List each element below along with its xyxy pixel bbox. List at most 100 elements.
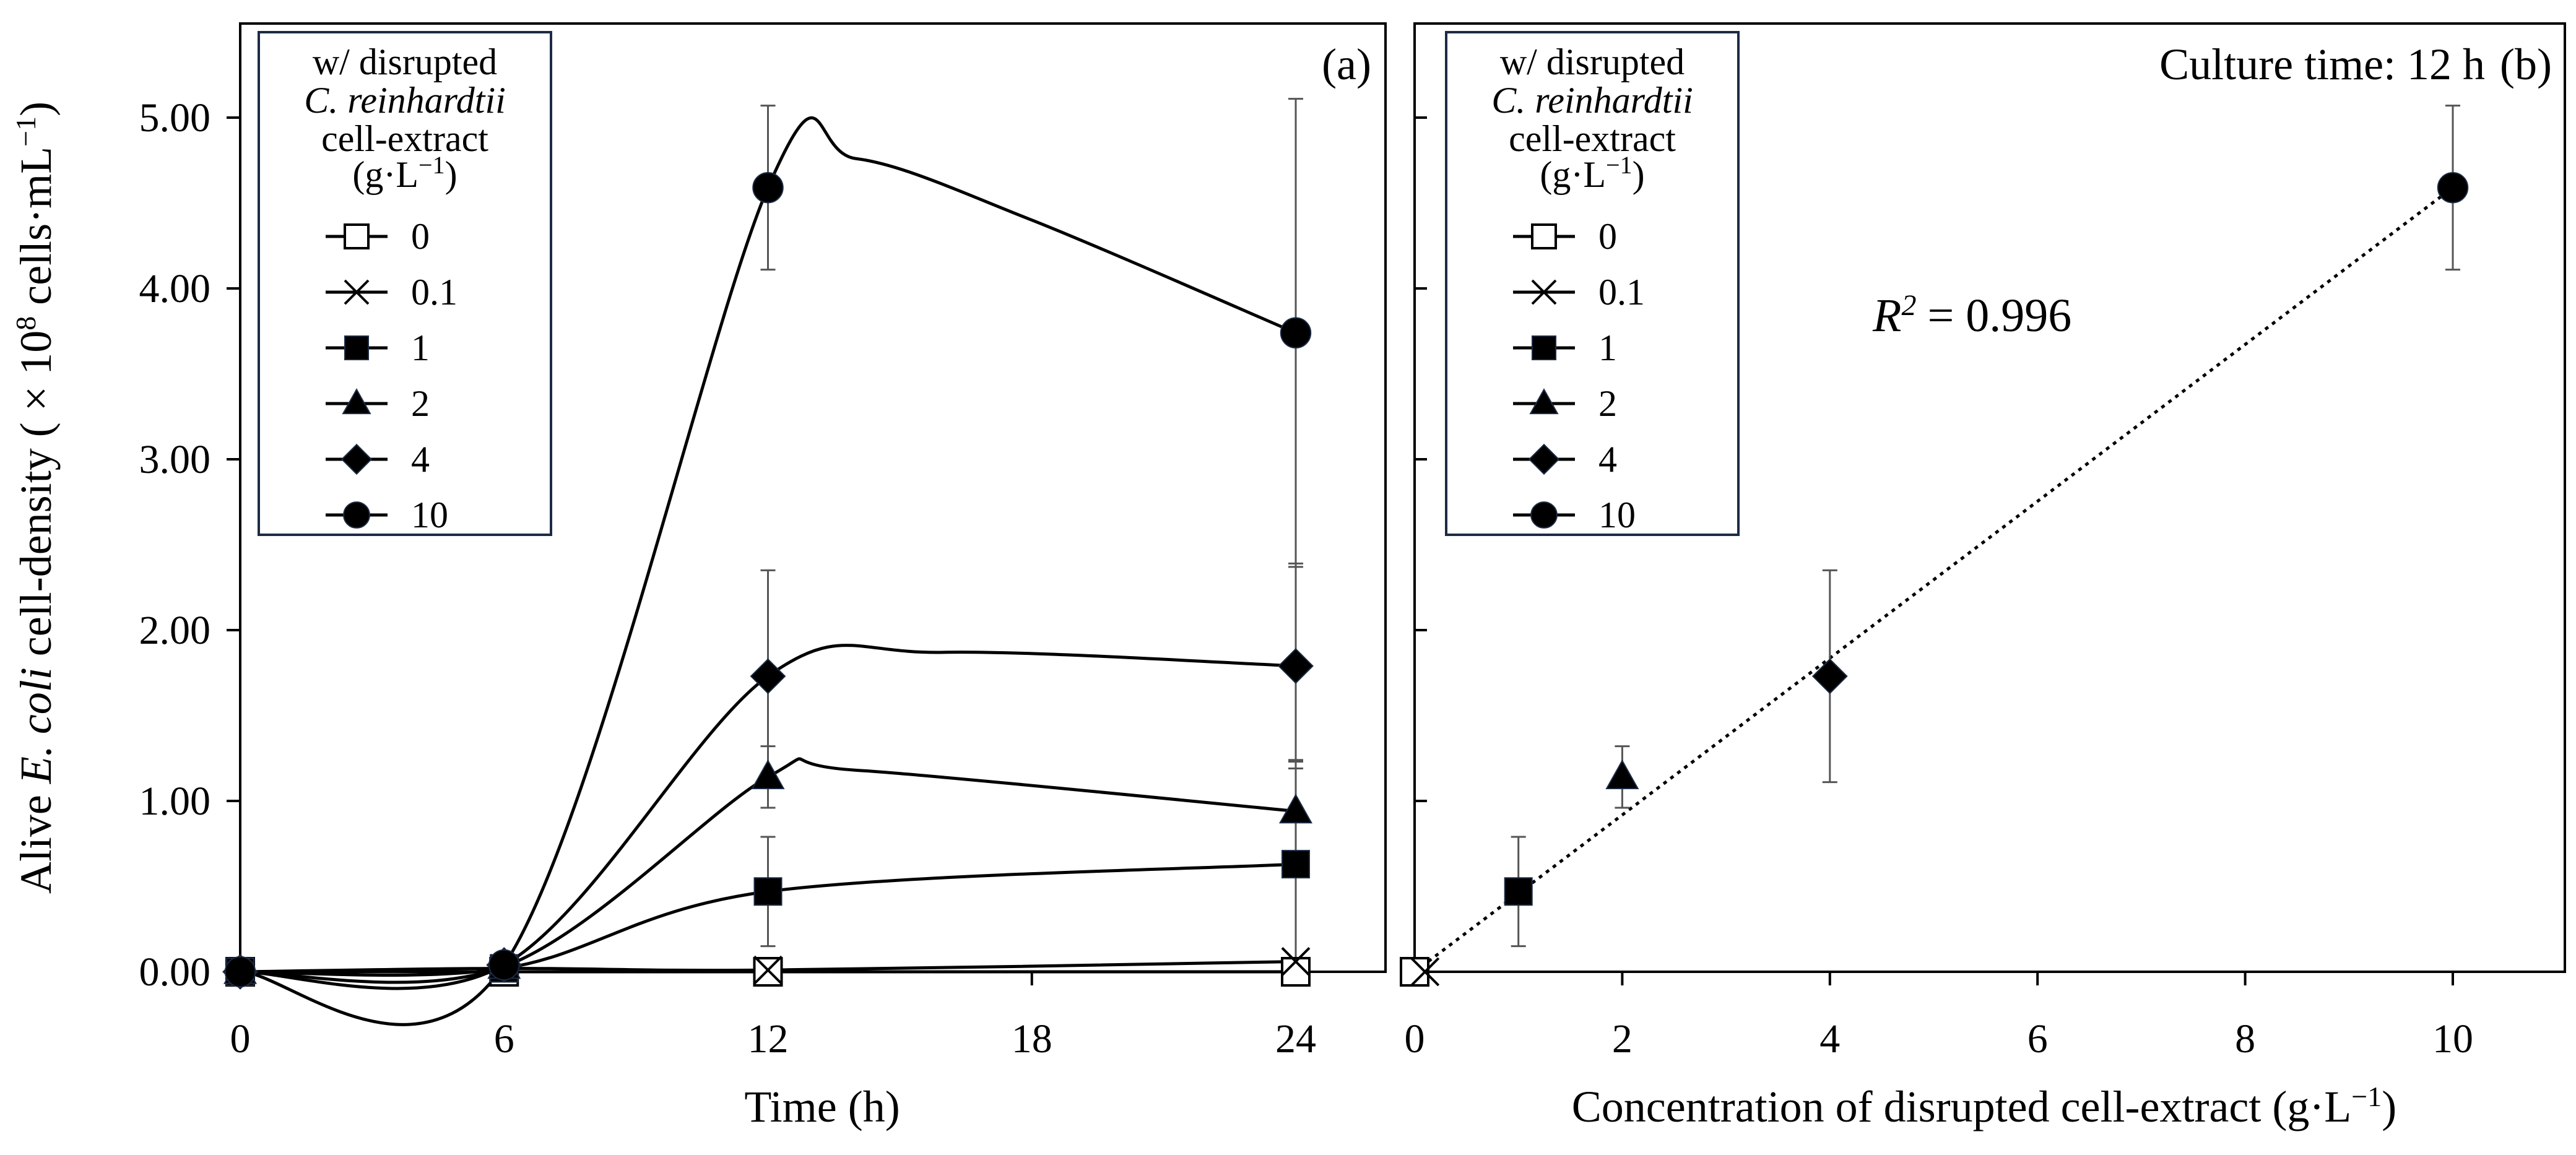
trend-line — [1413, 186, 2454, 973]
y-tick-label: 3.00 — [139, 437, 211, 482]
panel-a: 0.001.002.003.004.005.000 6 12 18 24 (a) Tim… — [10, 22, 1387, 1131]
panel-a-tag: (a) — [1322, 40, 1371, 89]
y-tick-label: 0.00 — [139, 950, 211, 995]
legend-label: 2 — [411, 383, 430, 424]
x-title-prefix: Concentration of disrupted cell-extract … — [1572, 1082, 2352, 1131]
legend-unit-exponent: −1 — [418, 151, 445, 179]
legend-title-line2: C. reinhardtii — [1491, 80, 1693, 121]
legend-box — [1445, 31, 1740, 536]
legend-unit-exponent: −1 — [1606, 151, 1633, 179]
panel-b: 0 2 4 6 8 10 Culture time: 12 h (b) R2 = 0.996 … — [1400, 22, 2566, 1132]
legend-unit-suffix: ) — [445, 154, 458, 195]
x-title-exponent: −1 — [2351, 1081, 2382, 1112]
legend-label: 0 — [411, 216, 430, 257]
y-title-prefix: Alive — [11, 784, 61, 894]
open-square-icon — [1531, 223, 1557, 249]
culture-time-label: Culture time: 12 h — [2159, 40, 2485, 89]
x-cross-icon — [1531, 279, 1557, 305]
data-point-2 — [1278, 794, 1313, 824]
data-point-1 — [1504, 877, 1533, 906]
legend-box — [258, 31, 552, 536]
y-title-suffix: ) — [11, 102, 61, 116]
data-point-4 — [1811, 658, 1848, 694]
legend-label: 4 — [411, 439, 430, 480]
legend-label: 2 — [1598, 383, 1617, 424]
legend-label: 0.1 — [411, 272, 458, 313]
legend-entry: 1 — [1513, 327, 1617, 368]
r-squared-annotation: R2 = 0.996 — [1872, 289, 2071, 342]
legend-title-line3: cell-extract — [321, 118, 488, 159]
legend-unit-prefix: (g·L — [1540, 154, 1606, 195]
legend-unit-suffix: ) — [1633, 154, 1645, 195]
data-point-4 — [750, 658, 786, 694]
series-line-4 — [240, 644, 1296, 990]
legend-unit-prefix: (g·L — [352, 154, 418, 195]
legend-entry: 4 — [326, 439, 430, 480]
y-tick-label: 2.00 — [139, 608, 211, 653]
x-tick-label: 8 — [2235, 1016, 2255, 1062]
legend-label: 0 — [1598, 216, 1617, 257]
legend-label: 1 — [411, 327, 430, 368]
filled-square-icon — [344, 335, 369, 360]
panel-b-x-axis-title: Concentration of disrupted cell-extract … — [1572, 1081, 2396, 1132]
y-tick-label: 1.00 — [139, 779, 211, 824]
filled-triangle-icon — [342, 388, 371, 415]
x-tick-label: 6 — [494, 1016, 514, 1062]
y-tick-label: 5.00 — [139, 95, 211, 141]
series-line-1 — [240, 862, 1296, 977]
data-point-10 — [488, 949, 520, 981]
legend-title-line2: C. reinhardtii — [304, 80, 506, 121]
y-title-middle: cell-density ( × 10 — [11, 331, 61, 667]
x-tick-label: 4 — [1819, 1016, 1840, 1062]
x-title-suffix: ) — [2382, 1082, 2396, 1131]
data-point-2 — [751, 759, 785, 790]
data-point-10 — [2437, 171, 2469, 204]
x-tick-label: 24 — [1275, 1016, 1316, 1062]
legend-title-line4: (g·L−1) — [352, 151, 457, 196]
legend-title-line1: w/ disrupted — [1500, 41, 1685, 82]
legend-entry: 10 — [326, 495, 448, 535]
x-tick-label: 6 — [2027, 1016, 2048, 1062]
legend-entry: 0.1 — [1513, 272, 1645, 313]
y-title-exp2: −1 — [10, 116, 41, 147]
data-point-0.1 — [1410, 957, 1440, 987]
panel-b-axes: 0 2 4 6 8 10 — [1405, 116, 2473, 1062]
x-tick-label: 18 — [1012, 1016, 1052, 1062]
data-point-4 — [1278, 648, 1314, 684]
legend-label: 0.1 — [1598, 272, 1645, 313]
filled-diamond-icon — [340, 443, 373, 475]
legend-entry: 2 — [326, 383, 430, 424]
x-tick-label: 0 — [230, 1016, 251, 1062]
r2-exponent: 2 — [1901, 289, 1916, 322]
y-title-italic: E. coli — [11, 667, 61, 784]
x-cross-icon — [344, 279, 370, 305]
x-tick-label: 2 — [1612, 1016, 1633, 1062]
filled-circle-icon — [343, 501, 370, 529]
legend-label: 10 — [411, 495, 448, 535]
panel-b-frame — [1413, 22, 2566, 973]
data-point-0.1 — [753, 955, 783, 985]
data-point-10 — [224, 956, 256, 988]
panel-a-axes: 0.001.002.003.004.005.000 6 12 18 24 — [139, 95, 1317, 1062]
legend-entry: 2 — [1513, 383, 1617, 424]
y-tick-label: 4.00 — [139, 266, 211, 311]
panel-b-plot-area — [1400, 105, 2469, 987]
open-square-icon — [344, 223, 370, 249]
filled-diamond-icon — [1528, 443, 1560, 475]
x-tick-label: 12 — [748, 1016, 789, 1062]
legend-entry: 10 — [1513, 495, 1636, 535]
legend-label: 4 — [1598, 439, 1617, 480]
legend-label: 1 — [1598, 327, 1617, 368]
filled-circle-icon — [1530, 501, 1558, 529]
r2-value: = 0.996 — [1927, 290, 2071, 342]
data-point-10 — [752, 171, 784, 204]
legend-title-line3: cell-extract — [1509, 118, 1676, 159]
data-point-2 — [1605, 759, 1639, 790]
legend-entry: 4 — [1513, 439, 1617, 480]
legend-title-line4: (g·L−1) — [1540, 151, 1644, 196]
legend-entry: 1 — [326, 327, 430, 368]
legend-entry: 0 — [326, 216, 430, 257]
